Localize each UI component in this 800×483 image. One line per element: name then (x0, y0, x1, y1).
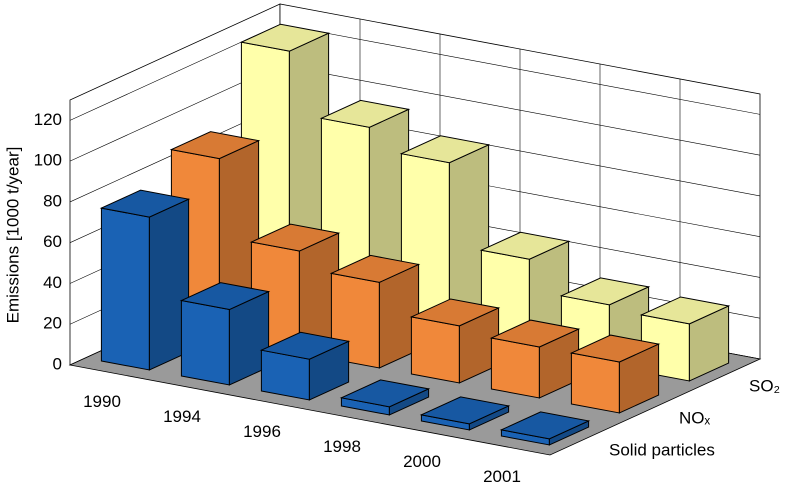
x-tick-label: 1996 (243, 422, 281, 441)
bar-top (409, 298, 501, 327)
bar (399, 135, 491, 337)
series-label: Solid particles (609, 440, 715, 459)
x-tick-label: 1994 (163, 407, 201, 426)
bar-top (479, 231, 571, 260)
bar-top (249, 223, 341, 252)
bar-top (99, 189, 191, 218)
bar-top (399, 135, 491, 164)
bar (419, 396, 511, 431)
bar (339, 379, 431, 416)
bar (569, 334, 661, 414)
bar-front (410, 316, 460, 384)
bar-front (570, 352, 620, 414)
y-axis-title: Emissions [1000 t/year] (3, 147, 22, 324)
bar-top (319, 99, 411, 128)
y-tick-label: 60 (43, 232, 62, 251)
y-tick-label: 20 (43, 314, 62, 333)
bar (99, 189, 191, 371)
bar-top (259, 331, 351, 360)
bar-front (180, 299, 230, 386)
bar (409, 298, 501, 384)
bar-front (100, 207, 150, 371)
bar-top (419, 396, 511, 425)
bar-top (239, 23, 331, 52)
y-tick-label: 0 (53, 354, 62, 373)
bar (499, 411, 591, 446)
bar (179, 282, 271, 386)
bar-top (559, 277, 651, 306)
bar (489, 319, 581, 399)
x-tick-label: 2001 (483, 467, 521, 483)
bar (259, 331, 351, 401)
bar-top (639, 296, 731, 325)
x-tick-label: 1990 (83, 392, 121, 411)
bar-top (339, 379, 431, 408)
y-tick-label: 100 (34, 151, 62, 170)
bar-front (490, 337, 540, 399)
x-tick-label: 1998 (323, 437, 361, 456)
bar-top (569, 334, 661, 363)
series-label: NOₓ (679, 408, 711, 427)
y-tick-label: 120 (34, 110, 62, 129)
bar-top (179, 282, 271, 311)
bar-top (499, 411, 591, 440)
y-tick-label: 80 (43, 191, 62, 210)
y-tick-label: 40 (43, 273, 62, 292)
x-tick-label: 2000 (403, 452, 441, 471)
bar (639, 296, 731, 382)
bar-top (329, 254, 421, 283)
series-label: SO₂ (749, 376, 780, 395)
bar-top (489, 319, 581, 348)
bar-top (169, 131, 261, 160)
